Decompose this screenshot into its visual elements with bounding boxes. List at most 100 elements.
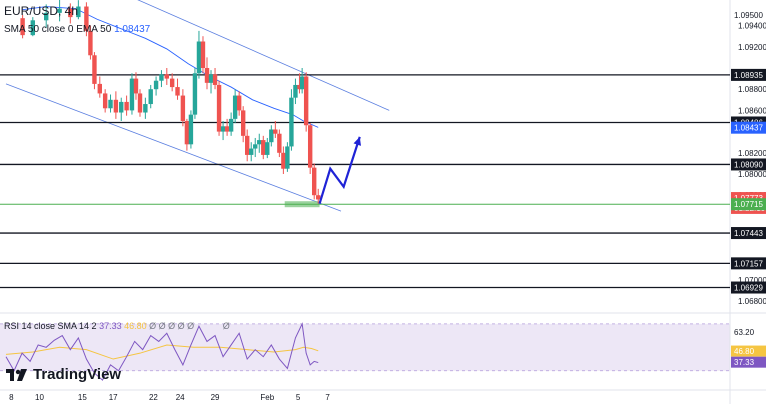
candle bbox=[299, 68, 305, 94]
candle bbox=[119, 97, 124, 121]
channel-lower-line bbox=[5, 83, 342, 212]
rsi-legend[interactable]: RSI 14 close SMA 14 2 37.33 46.80 Ø Ø Ø … bbox=[4, 321, 230, 331]
x-tick-label: 22 bbox=[149, 393, 158, 402]
level-tag-label: 1.08090 bbox=[734, 160, 763, 169]
candle bbox=[240, 106, 246, 143]
candle-body bbox=[253, 144, 258, 149]
candle-body bbox=[299, 76, 305, 90]
symbol-label: EUR/USD, 4h bbox=[4, 4, 79, 18]
candle-body bbox=[265, 142, 270, 155]
candle-body bbox=[273, 129, 278, 134]
candle bbox=[133, 72, 139, 100]
y-tick-label: 1.09400 bbox=[738, 22, 766, 31]
candle-body bbox=[281, 152, 286, 169]
tradingview-icon bbox=[6, 368, 27, 381]
candle bbox=[30, 17, 35, 37]
price-tag-label: 1.08437 bbox=[734, 124, 763, 133]
candle-body bbox=[261, 140, 266, 155]
rsi-tag bbox=[731, 356, 766, 368]
candle bbox=[307, 123, 313, 174]
candle bbox=[20, 15, 25, 39]
rsi-label: RSI 14 close SMA 14 2 bbox=[4, 321, 97, 331]
candle-body bbox=[200, 41, 206, 68]
candle bbox=[245, 129, 250, 162]
candle bbox=[175, 78, 180, 100]
candle-body bbox=[312, 167, 317, 196]
symbol-title[interactable]: EUR/USD, 4h bbox=[4, 4, 78, 18]
x-tick-label: 15 bbox=[78, 393, 87, 402]
level-tag-label: 1.07443 bbox=[734, 229, 763, 238]
candle bbox=[188, 110, 194, 149]
candle bbox=[273, 121, 278, 138]
candle-body bbox=[30, 20, 35, 36]
candle-body bbox=[316, 195, 321, 200]
candle bbox=[180, 89, 186, 127]
candle bbox=[113, 91, 119, 119]
candle bbox=[303, 72, 309, 132]
candle-body bbox=[293, 84, 298, 98]
candle-body bbox=[133, 78, 139, 94]
y-tick-label: 1.08200 bbox=[738, 149, 766, 158]
horizontal-levels: 1.089351.084861.080901.074431.071571.069… bbox=[0, 68, 766, 294]
rsi-value: 37.33 bbox=[99, 321, 122, 331]
candle-body bbox=[192, 73, 198, 115]
candle bbox=[293, 78, 298, 105]
candle bbox=[212, 68, 218, 90]
candle bbox=[204, 57, 210, 90]
candle-body bbox=[119, 101, 124, 113]
candle-body bbox=[289, 97, 294, 147]
candle bbox=[265, 137, 270, 159]
candle-body bbox=[196, 41, 202, 74]
candle bbox=[102, 89, 108, 113]
level-tag bbox=[731, 227, 766, 240]
candle-body bbox=[169, 78, 175, 88]
candle bbox=[184, 118, 190, 151]
candle-body bbox=[297, 84, 302, 90]
level-tag bbox=[731, 257, 766, 270]
candle bbox=[76, 0, 81, 20]
candle-body bbox=[124, 101, 129, 111]
price-tag bbox=[731, 198, 766, 211]
candle bbox=[88, 25, 93, 60]
level-tag-label: 1.06929 bbox=[734, 284, 763, 293]
candle-body bbox=[137, 93, 143, 113]
candle bbox=[153, 76, 159, 96]
candle-body bbox=[180, 95, 186, 121]
candle bbox=[84, 2, 89, 37]
candle bbox=[169, 73, 175, 92]
candle-body bbox=[57, 8, 62, 13]
candle bbox=[57, 0, 62, 22]
candle bbox=[277, 129, 282, 158]
candle bbox=[297, 73, 302, 94]
x-tick-label: 17 bbox=[109, 393, 118, 402]
indicator-legend[interactable]: SMA 50 close 0 EMA 50 1.08437 bbox=[4, 24, 150, 35]
candle bbox=[208, 70, 214, 94]
rsi-last-placeholder: Ø bbox=[222, 321, 230, 331]
candle-body bbox=[188, 114, 194, 145]
rsi-placeholders: Ø Ø Ø Ø Ø bbox=[149, 321, 195, 331]
candle-body bbox=[228, 118, 234, 132]
indicator-label: SMA 50 close 0 EMA 50 bbox=[4, 24, 112, 35]
candle-body bbox=[184, 121, 190, 145]
candle bbox=[236, 91, 242, 116]
candle bbox=[164, 68, 169, 85]
candle bbox=[143, 97, 148, 119]
y-tick-label: 1.07000 bbox=[738, 276, 766, 285]
candle-body bbox=[245, 135, 250, 155]
candle-body bbox=[303, 76, 309, 126]
candle bbox=[312, 163, 317, 200]
candle-body bbox=[240, 110, 246, 136]
candle bbox=[200, 36, 206, 74]
candle-body bbox=[113, 99, 119, 113]
projection-arrow bbox=[318, 136, 361, 205]
level-tag-label: 1.08935 bbox=[734, 71, 763, 80]
rsi-tag-label: 63.20 bbox=[734, 328, 755, 337]
candle bbox=[92, 52, 97, 90]
price-tag-label: 1.09500 bbox=[734, 11, 763, 20]
candle bbox=[232, 89, 238, 124]
candle-body bbox=[220, 126, 226, 132]
candle bbox=[216, 80, 222, 136]
indicator-value: 1.08437 bbox=[114, 24, 151, 35]
